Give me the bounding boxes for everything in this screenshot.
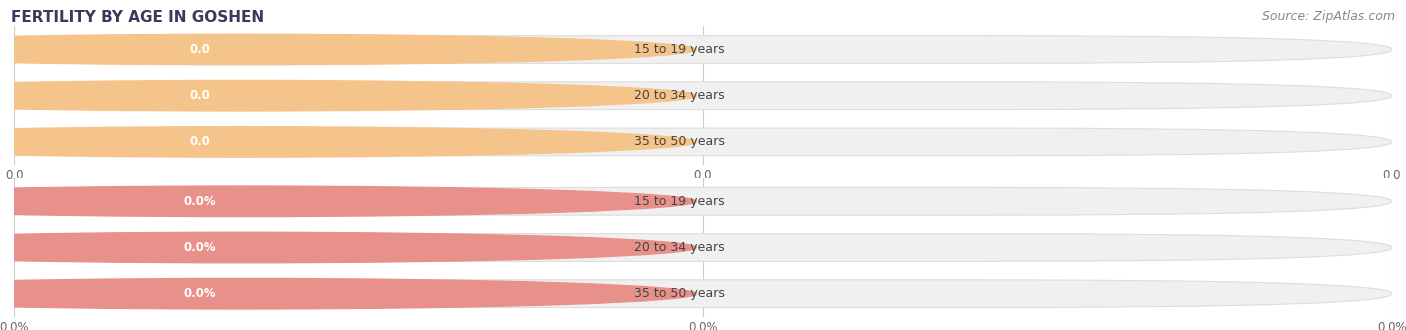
FancyBboxPatch shape — [0, 191, 458, 211]
Circle shape — [0, 127, 696, 157]
Text: 0.0: 0.0 — [190, 135, 211, 148]
FancyBboxPatch shape — [14, 234, 1392, 261]
Text: 35 to 50 years: 35 to 50 years — [634, 287, 725, 300]
FancyBboxPatch shape — [0, 132, 458, 152]
FancyBboxPatch shape — [14, 280, 1392, 308]
Text: 0.0%: 0.0% — [184, 287, 217, 300]
Circle shape — [0, 232, 696, 263]
FancyBboxPatch shape — [14, 187, 1392, 215]
Circle shape — [0, 81, 696, 111]
Text: 20 to 34 years: 20 to 34 years — [634, 89, 724, 102]
Circle shape — [0, 186, 696, 216]
Text: 0.0%: 0.0% — [184, 241, 217, 254]
FancyBboxPatch shape — [0, 238, 458, 257]
FancyBboxPatch shape — [14, 82, 1392, 110]
FancyBboxPatch shape — [0, 86, 458, 106]
FancyBboxPatch shape — [14, 128, 1392, 156]
Circle shape — [0, 34, 696, 65]
Text: 0.0: 0.0 — [190, 89, 211, 102]
Text: 35 to 50 years: 35 to 50 years — [634, 135, 725, 148]
Circle shape — [0, 279, 696, 309]
FancyBboxPatch shape — [0, 40, 458, 59]
Text: FERTILITY BY AGE IN GOSHEN: FERTILITY BY AGE IN GOSHEN — [11, 10, 264, 25]
Text: 0.0%: 0.0% — [184, 195, 217, 208]
FancyBboxPatch shape — [0, 284, 458, 304]
Text: 0.0: 0.0 — [190, 43, 211, 56]
Text: 15 to 19 years: 15 to 19 years — [634, 43, 724, 56]
Text: Source: ZipAtlas.com: Source: ZipAtlas.com — [1261, 10, 1395, 23]
Text: 15 to 19 years: 15 to 19 years — [634, 195, 724, 208]
Text: 20 to 34 years: 20 to 34 years — [634, 241, 724, 254]
FancyBboxPatch shape — [14, 36, 1392, 63]
